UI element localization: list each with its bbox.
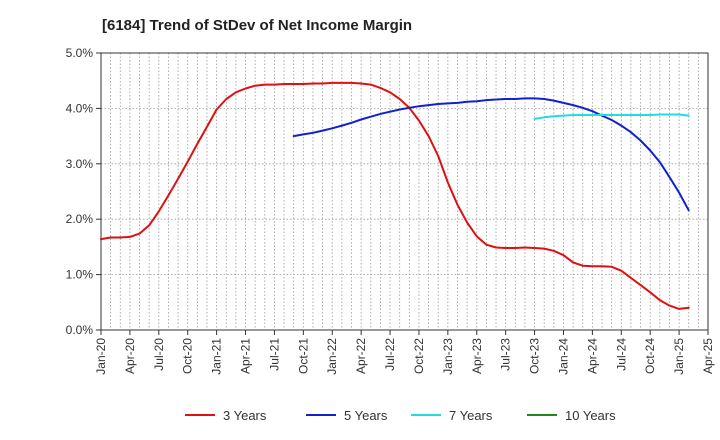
x-tick-label: Jan-21 [210,338,224,375]
x-tick-label: Jul-22 [383,338,397,371]
legend: 3 Years 5 Years 7 Years 10 Years [185,408,616,423]
x-tick-label: Oct-21 [296,338,310,374]
series-line-1 [100,81,690,310]
y-tick-label: 2.0% [66,212,94,226]
x-tick-label: Apr-25 [701,338,715,374]
x-tick-label: Oct-23 [528,338,542,374]
chart-title: [6184] Trend of StDev of Net Income Marg… [102,17,412,34]
legend-label: 7 Years [449,408,493,423]
x-tick-label: Apr-22 [354,338,368,374]
x-tick-label: Apr-20 [123,338,137,374]
legend-label: 10 Years [565,408,616,423]
x-tick-label: Jan-22 [325,338,339,375]
x-tick-label: Apr-23 [470,338,484,374]
legend-label: 3 Years [223,408,267,423]
x-tick-label: Apr-21 [239,338,253,374]
x-tick-label: Jan-24 [556,338,570,375]
series-layer [100,81,690,310]
y-axis: 0.0% 1.0% 2.0% 3.0% 4.0% 5.0% [66,46,101,337]
series-line-2 [292,97,690,212]
x-tick-label: Oct-24 [643,338,657,374]
x-tick-label: Jan-25 [672,338,686,375]
y-tick-label: 1.0% [66,268,94,282]
y-tick-label: 0.0% [66,323,94,337]
x-tick-label: Jul-23 [499,338,513,371]
x-tick-label: Jan-20 [94,338,108,375]
x-tick-label: Jan-23 [441,338,455,375]
x-axis: Jan-20 Apr-20 Jul-20 Oct-20 Jan-21 Apr-21 Jul-… [94,330,715,375]
x-tick-label: Jul-20 [152,338,166,371]
series-line-3 [533,113,690,120]
legend-label: 5 Years [344,408,388,423]
y-tick-label: 4.0% [66,101,94,115]
x-tick-label: Oct-20 [181,338,195,374]
x-tick-label: Apr-24 [585,338,599,374]
y-tick-label: 3.0% [66,157,94,171]
x-tick-label: Jul-24 [614,338,628,371]
y-tick-label: 5.0% [66,46,94,60]
x-tick-label: Jul-21 [267,338,281,371]
grid-layer [101,53,708,330]
x-tick-label: Oct-22 [412,338,426,374]
plot-area-frame [100,52,709,331]
